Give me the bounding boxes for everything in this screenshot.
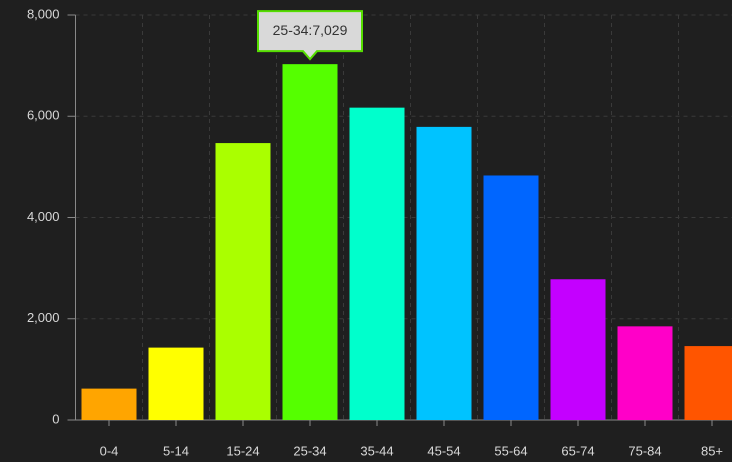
x-tick-label: 25-34 — [293, 443, 326, 458]
bar — [684, 346, 732, 420]
x-tick-label: 45-54 — [427, 443, 460, 458]
x-tick-label: 15-24 — [226, 443, 259, 458]
y-tick-label: 8,000 — [27, 6, 60, 21]
bar — [282, 64, 338, 421]
bar — [416, 126, 472, 420]
bar — [81, 388, 137, 420]
tooltip-text: 25-34:7,029 — [273, 22, 348, 38]
x-tick-label: 5-14 — [163, 443, 189, 458]
bar — [148, 347, 204, 420]
y-tick-label: 6,000 — [27, 108, 60, 123]
tooltip-box — [257, 10, 363, 61]
bar — [550, 279, 606, 420]
bar — [349, 107, 405, 421]
x-tick-label: 75-84 — [628, 443, 661, 458]
bar — [617, 326, 673, 420]
x-tick-label: 35-44 — [360, 443, 393, 458]
y-tick-label: 2,000 — [27, 310, 60, 325]
x-tick-label: 0-4 — [100, 443, 119, 458]
bar — [215, 143, 271, 421]
bar — [483, 175, 539, 420]
x-tick-label: 85+ — [701, 443, 723, 458]
y-tick-label: 4,000 — [27, 209, 60, 224]
x-tick-label: 65-74 — [561, 443, 594, 458]
x-tick-label: 55-64 — [494, 443, 527, 458]
y-tick-label: 0 — [52, 411, 59, 426]
